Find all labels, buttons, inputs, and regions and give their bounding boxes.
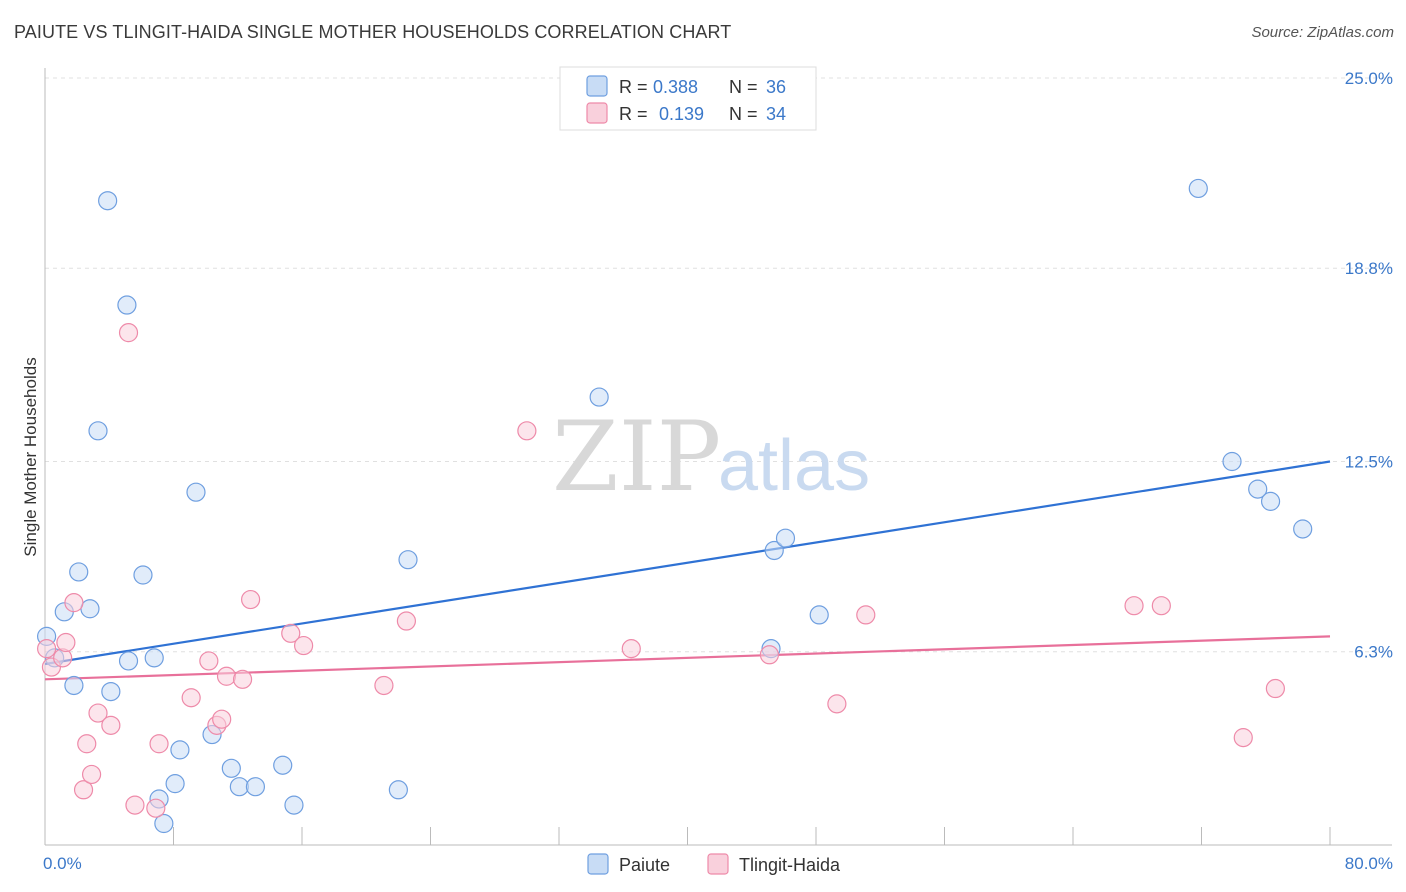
point-paiute <box>64 675 84 696</box>
watermark-atlas: atlas <box>718 426 870 506</box>
point-tlingit <box>241 589 261 610</box>
point-paiute <box>154 813 174 834</box>
point-tlingit <box>64 593 84 613</box>
x-tick-labels: 0.0% 80.0% <box>43 854 1393 873</box>
legend-r-label-paiute: R = <box>619 77 648 97</box>
point-paiute <box>809 605 829 625</box>
point-paiute <box>133 565 153 585</box>
point-paiute <box>144 648 164 668</box>
point-tlingit <box>125 795 145 815</box>
point-tlingit <box>181 688 201 708</box>
point-tlingit <box>81 764 102 785</box>
gridlines <box>45 77 1392 653</box>
legend-n-value-tlingit: 34 <box>766 104 786 124</box>
point-paiute <box>1293 519 1313 539</box>
legend-r-value-paiute: 0.388 <box>653 77 698 97</box>
point-paiute <box>284 795 304 815</box>
point-paiute <box>98 191 118 211</box>
point-tlingit <box>149 734 169 754</box>
point-tlingit <box>212 709 232 729</box>
legend-n-label-paiute: N = <box>729 77 758 97</box>
point-paiute <box>118 651 139 671</box>
point-tlingit <box>396 611 417 631</box>
point-paiute <box>1248 479 1268 499</box>
point-tlingit <box>56 632 76 653</box>
point-paiute <box>170 740 190 760</box>
point-tlingit <box>621 639 641 659</box>
point-tlingit <box>1265 678 1285 699</box>
legend-swatch-paiute <box>586 75 608 97</box>
trend-line-tlingit <box>44 635 1331 681</box>
y-axis-label: Single Mother Households <box>21 357 40 556</box>
legend-bottom-swatch-tlingit <box>707 853 729 875</box>
point-paiute <box>273 755 293 775</box>
point-tlingit <box>88 703 108 723</box>
point-paiute <box>186 482 206 502</box>
point-tlingit <box>1124 596 1144 616</box>
x-tick-label-max: 80.0% <box>1345 854 1393 873</box>
point-tlingit <box>77 734 97 754</box>
point-paiute <box>398 550 418 570</box>
point-paiute <box>1222 451 1242 472</box>
legend-swatch-tlingit <box>586 102 608 124</box>
point-paiute <box>1188 178 1208 199</box>
watermark-zip: ZIP <box>552 401 721 513</box>
point-paiute <box>221 758 241 778</box>
y-tick-label: 6.3% <box>1354 643 1393 662</box>
point-paiute <box>775 528 796 548</box>
point-paiute <box>1260 491 1281 511</box>
point-paiute <box>69 562 89 582</box>
point-paiute <box>117 295 137 315</box>
chart-title: PAIUTE VS TLINGIT-HAIDA SINGLE MOTHER HO… <box>14 22 732 42</box>
legend-n-value-paiute: 36 <box>766 77 786 97</box>
legend-bottom-label-tlingit: Tlingit-Haida <box>739 855 841 875</box>
point-tlingit <box>827 694 847 714</box>
legend-n-label-tlingit: N = <box>729 104 758 124</box>
point-tlingit <box>216 666 237 686</box>
source-credit: Source: ZipAtlas.com <box>1251 24 1394 41</box>
x-tick-label-min: 0.0% <box>43 854 82 873</box>
legend-series: Paiute Tlingit-Haida <box>587 853 841 875</box>
y-tick-label: 12.5% <box>1345 453 1393 472</box>
legend-r-value-tlingit: 0.139 <box>659 104 704 124</box>
point-tlingit <box>1233 728 1253 748</box>
point-tlingit <box>118 323 139 343</box>
point-tlingit <box>1151 596 1171 616</box>
point-tlingit <box>294 635 314 656</box>
point-paiute <box>589 387 609 407</box>
point-paiute <box>165 774 185 794</box>
point-paiute <box>101 681 121 702</box>
point-tlingit <box>73 780 94 800</box>
point-tlingit <box>281 623 301 643</box>
watermark: ZIP atlas <box>552 401 870 513</box>
trend-line-paiute <box>44 460 1331 666</box>
trend-lines <box>44 460 1331 681</box>
point-tlingit <box>232 669 253 689</box>
point-paiute <box>88 421 108 441</box>
point-tlingit <box>856 605 876 625</box>
point-tlingit <box>374 675 394 696</box>
point-tlingit <box>146 798 166 818</box>
data-points <box>37 178 1313 834</box>
y-tick-label: 25.0% <box>1345 69 1393 88</box>
point-paiute <box>388 780 408 800</box>
legend-bottom-label-paiute: Paiute <box>619 855 670 875</box>
y-tick-label: 18.8% <box>1345 259 1393 278</box>
point-tlingit <box>199 651 219 671</box>
point-paiute <box>80 599 100 619</box>
point-tlingit <box>517 421 537 441</box>
point-tlingit <box>759 645 780 665</box>
point-tlingit <box>37 639 57 659</box>
legend-bottom-swatch-paiute <box>587 853 609 875</box>
point-paiute <box>229 777 249 797</box>
axes <box>44 68 1392 846</box>
legend-stats: R = 0.388 N = 36 R = 0.139 N = 34 <box>559 66 817 131</box>
point-paiute <box>764 540 784 561</box>
legend-r-label-tlingit: R = <box>619 104 648 124</box>
point-tlingit <box>101 715 121 735</box>
point-paiute <box>245 777 266 797</box>
y-tick-labels: 6.3% 12.5% 18.8% 25.0% <box>1345 69 1393 662</box>
